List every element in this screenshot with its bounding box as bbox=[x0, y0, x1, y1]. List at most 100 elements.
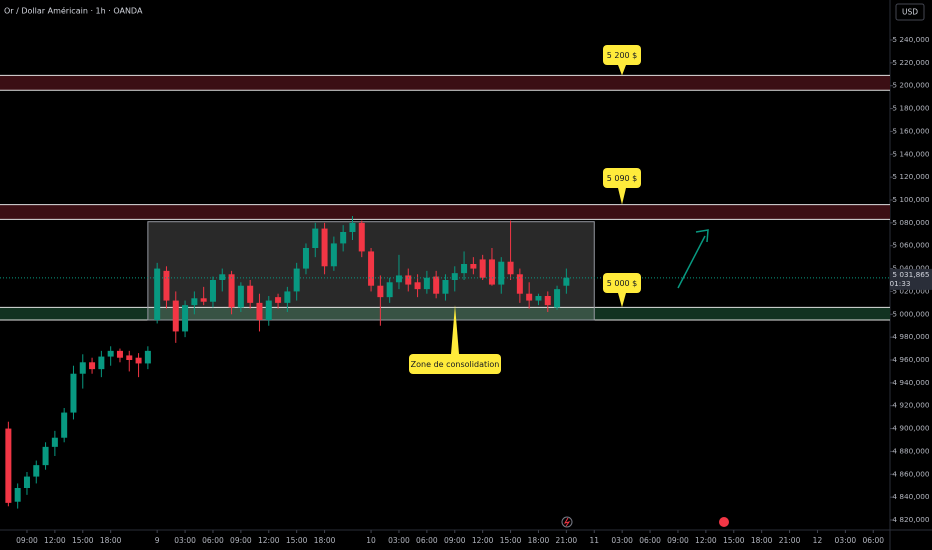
candle-body bbox=[89, 362, 96, 370]
candle-body bbox=[284, 291, 291, 303]
x-tick-label: 11 bbox=[589, 536, 599, 545]
callout-box bbox=[603, 45, 641, 65]
callout-pointer bbox=[618, 65, 626, 76]
candle-body bbox=[42, 446, 49, 466]
candle-body bbox=[330, 243, 337, 267]
x-tick-label: 9 bbox=[155, 536, 160, 545]
x-tick-label: 15:00 bbox=[500, 536, 522, 545]
candle-body bbox=[154, 268, 161, 320]
x-tick-label: 09:00 bbox=[444, 536, 466, 545]
x-tick-label: 06:00 bbox=[416, 536, 438, 545]
callout-text: 5 000 $ bbox=[607, 279, 638, 288]
y-tick-label: 4 880,000 bbox=[892, 446, 929, 455]
candle-body bbox=[544, 296, 551, 306]
last-price-box bbox=[890, 268, 932, 290]
y-tick-label: 5 080,000 bbox=[892, 218, 929, 227]
y-tick-label: 4 900,000 bbox=[892, 424, 929, 433]
candle-body bbox=[451, 273, 458, 280]
candle-body bbox=[535, 296, 542, 301]
candle-body bbox=[247, 285, 254, 303]
candle-body bbox=[488, 259, 495, 285]
candle-body bbox=[414, 282, 421, 290]
candle-body bbox=[70, 373, 77, 413]
y-tick-label: 5 220,000 bbox=[892, 58, 929, 67]
candle-body bbox=[470, 264, 477, 269]
x-tick-label: 10 bbox=[366, 536, 376, 545]
candle-body bbox=[293, 268, 300, 292]
candle-body bbox=[358, 222, 365, 252]
zone bbox=[0, 204, 890, 220]
candle-body bbox=[349, 222, 356, 232]
candle-body bbox=[507, 261, 514, 275]
zone bbox=[0, 75, 890, 91]
callout-pointer bbox=[618, 188, 626, 205]
x-tick-label: 18:00 bbox=[751, 536, 773, 545]
callout-pointer bbox=[451, 305, 459, 354]
x-tick-label: 15:00 bbox=[723, 536, 745, 545]
candle-body bbox=[405, 275, 412, 285]
x-tick-label: 09:00 bbox=[16, 536, 38, 545]
x-tick-label: 03:00 bbox=[835, 536, 857, 545]
y-tick-label: 4 840,000 bbox=[892, 492, 929, 501]
callout-text: 5 090 $ bbox=[607, 174, 638, 183]
y-tick-label: 5 040,000 bbox=[892, 264, 929, 273]
candle-body bbox=[126, 355, 133, 360]
candle-body bbox=[554, 289, 561, 308]
y-tick-label: 5 060,000 bbox=[892, 241, 929, 250]
candle-body bbox=[265, 300, 272, 320]
x-tick-label: 12:00 bbox=[695, 536, 717, 545]
y-tick-label: 5 180,000 bbox=[892, 104, 929, 113]
candle-body bbox=[302, 248, 309, 269]
y-tick-label: 4 920,000 bbox=[892, 401, 929, 410]
y-tick-label: 4 860,000 bbox=[892, 469, 929, 478]
candle-body bbox=[321, 228, 328, 267]
event-icon bbox=[563, 517, 571, 527]
x-tick-label: 15:00 bbox=[72, 536, 94, 545]
y-tick-label: 4 940,000 bbox=[892, 378, 929, 387]
candle-body bbox=[340, 232, 347, 244]
callout-box bbox=[409, 354, 501, 374]
candle-body bbox=[237, 285, 244, 308]
y-tick-label: 5 140,000 bbox=[892, 149, 929, 158]
x-tick-label: 09:00 bbox=[667, 536, 689, 545]
arrow bbox=[677, 235, 706, 289]
countdown: 01:33 bbox=[889, 279, 910, 288]
candle-body bbox=[442, 280, 449, 294]
candle-body bbox=[172, 300, 179, 332]
y-tick-label: 4 820,000 bbox=[892, 515, 929, 524]
candle-body bbox=[61, 412, 68, 438]
candle-body bbox=[209, 280, 216, 302]
last-price-label: 5 031,865 bbox=[892, 270, 929, 279]
x-tick-label: 18:00 bbox=[528, 536, 550, 545]
candle-body bbox=[395, 275, 402, 283]
x-tick-label: 06:00 bbox=[202, 536, 224, 545]
currency[interactable]: USD bbox=[902, 8, 918, 17]
arrow-head bbox=[695, 229, 709, 243]
x-tick-label: 18:00 bbox=[100, 536, 122, 545]
event-icon[interactable] bbox=[561, 516, 573, 528]
candle-body bbox=[368, 251, 375, 286]
y-tick-label: 5 100,000 bbox=[892, 195, 929, 204]
callout-box bbox=[603, 273, 641, 293]
candle-body bbox=[386, 282, 393, 298]
callout-box bbox=[603, 168, 641, 188]
x-tick-label: 12:00 bbox=[44, 536, 66, 545]
y-tick-label: 4 960,000 bbox=[892, 355, 929, 364]
x-tick-label: 18:00 bbox=[314, 536, 336, 545]
y-tick-label: 5 120,000 bbox=[892, 172, 929, 181]
x-tick-label: 09:00 bbox=[230, 536, 252, 545]
x-tick-label: 03:00 bbox=[388, 536, 410, 545]
candle-body bbox=[135, 357, 142, 364]
candle-body bbox=[200, 298, 207, 302]
currency-box[interactable] bbox=[895, 3, 925, 21]
candle-body bbox=[79, 362, 86, 374]
candle-body bbox=[433, 276, 440, 294]
candle-body bbox=[33, 465, 40, 477]
candle-body bbox=[144, 350, 151, 364]
candle-body bbox=[423, 277, 430, 290]
event-icon[interactable] bbox=[719, 517, 729, 527]
y-tick-label: 5 020,000 bbox=[892, 286, 929, 295]
y-tick-label: 5 000,000 bbox=[892, 309, 929, 318]
